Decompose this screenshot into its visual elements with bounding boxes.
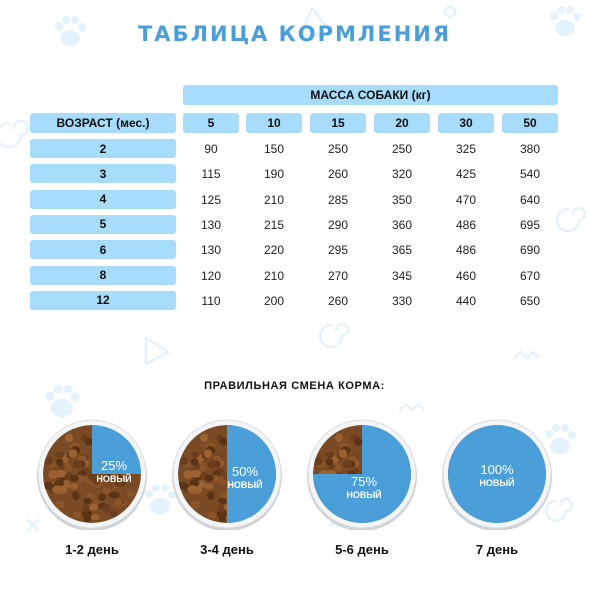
feed-amount-cell: 285 <box>327 192 349 207</box>
feed-amount-cell: 290 <box>327 217 349 232</box>
percent-label: 25% <box>101 458 127 473</box>
food-bowl: 25%НОВЫЙ <box>37 419 147 530</box>
food-bowl: 50%НОВЫЙ <box>172 419 282 530</box>
weight-header-cell: 10 <box>246 113 302 133</box>
triangle-doodle <box>144 335 171 367</box>
age-cell: 5 <box>30 214 176 234</box>
feed-amount-cell: 380 <box>519 142 541 156</box>
feed-amount-cell: 695 <box>519 217 541 232</box>
feed-amount-cell: 325 <box>455 142 477 156</box>
feed-amount-cell: 215 <box>263 217 285 232</box>
weight-header-cell: 30 <box>438 113 494 133</box>
age-cell: 6 <box>30 240 176 260</box>
feed-amount-cell: 365 <box>391 243 413 258</box>
weight-header-cell: 15 <box>310 113 366 133</box>
age-cell: 12 <box>30 290 176 310</box>
percent-label: 75% <box>351 474 377 489</box>
feed-amount-cell: 650 <box>519 293 541 308</box>
feed-amount-cell: 486 <box>455 217 477 232</box>
feed-amount-cell: 130 <box>200 217 222 232</box>
weight-header-cell: 50 <box>502 113 558 133</box>
feed-amount-cell: 640 <box>519 192 541 207</box>
feed-amount-cell: 220 <box>263 243 285 258</box>
feed-amount-cell: 250 <box>327 142 349 156</box>
feed-amount-cell: 330 <box>391 293 413 308</box>
feed-amount-cell: 460 <box>455 268 477 283</box>
feed-amount-cell: 295 <box>327 243 349 258</box>
swirl-doodle <box>555 206 587 233</box>
feed-amount-cell: 210 <box>263 192 285 207</box>
feed-amount-cell: 125 <box>200 192 222 207</box>
stage-day-label: 1-2 день <box>65 542 119 557</box>
feed-amount-cell: 115 <box>201 167 221 182</box>
new-food-sector <box>448 425 546 523</box>
age-cell: 3 <box>30 164 176 184</box>
feed-amount-cell: 320 <box>391 167 413 182</box>
age-header: ВОЗРАСТ (мес.) <box>30 113 176 133</box>
new-food-sector <box>313 425 411 523</box>
food-bowl: 100%НОВЫЙ <box>442 419 552 530</box>
feed-amount-cell: 260 <box>327 167 349 182</box>
feed-amount-cell: 350 <box>391 192 413 207</box>
feed-amount-cell: 540 <box>519 167 541 182</box>
feed-amount-cell: 90 <box>204 142 218 156</box>
new-food-sector <box>92 425 141 474</box>
mass-header: МАССА СОБАКИ (кг) <box>183 85 558 105</box>
swirl-doodle <box>0 119 30 149</box>
new-food-label: НОВЫЙ <box>227 479 262 490</box>
age-cell: 8 <box>30 265 176 285</box>
feed-amount-cell: 260 <box>327 293 349 308</box>
feed-amount-cell: 690 <box>519 243 541 258</box>
feed-amount-cell: 360 <box>391 217 413 232</box>
age-cell: 4 <box>30 189 176 209</box>
stage-day-label: 3-4 день <box>200 542 254 557</box>
feed-amount-cell: 470 <box>455 192 477 207</box>
feed-amount-cell: 120 <box>200 268 222 283</box>
feed-amount-cell: 110 <box>201 293 221 308</box>
transition-title: ПРАВИЛЬНАЯ СМЕНА КОРМА: <box>204 380 385 392</box>
percent-label: 100% <box>480 462 514 477</box>
stage-day-label: 7 день <box>475 542 519 557</box>
circle-doodle <box>443 5 457 19</box>
feed-amount-cell: 670 <box>519 268 541 283</box>
food-bowl: 75%НОВЫЙ <box>307 419 417 530</box>
new-food-label: НОВЫЙ <box>346 489 381 500</box>
feed-amount-cell: 486 <box>455 243 477 258</box>
new-food-label: НОВЫЙ <box>96 473 131 484</box>
feed-amount-cell: 200 <box>263 293 285 308</box>
feed-amount-cell: 130 <box>200 243 222 258</box>
feed-amount-cell: 150 <box>263 142 285 156</box>
age-cell: 2 <box>30 139 176 158</box>
feed-amount-cell: 190 <box>263 167 285 182</box>
feed-amount-cell: 250 <box>391 142 413 156</box>
stage-day-label: 5-6 день <box>335 542 389 557</box>
weight-header-cell: 20 <box>374 113 430 133</box>
new-food-label: НОВЫЙ <box>479 477 514 488</box>
weight-header-cell: 5 <box>183 113 239 133</box>
wave-doodle <box>513 350 541 360</box>
page-title: ТАБЛИЦА КОРМЛЕНИЯ <box>137 22 452 46</box>
percent-label: 50% <box>232 464 258 479</box>
feed-amount-cell: 345 <box>391 268 413 283</box>
feed-amount-cell: 425 <box>455 167 477 182</box>
feed-amount-cell: 270 <box>327 268 349 283</box>
feed-amount-cell: 440 <box>455 293 477 308</box>
feed-amount-cell: 210 <box>263 268 285 283</box>
wave-doodle <box>398 402 426 412</box>
swirl-doodle <box>318 322 350 349</box>
new-food-sector <box>227 425 276 523</box>
